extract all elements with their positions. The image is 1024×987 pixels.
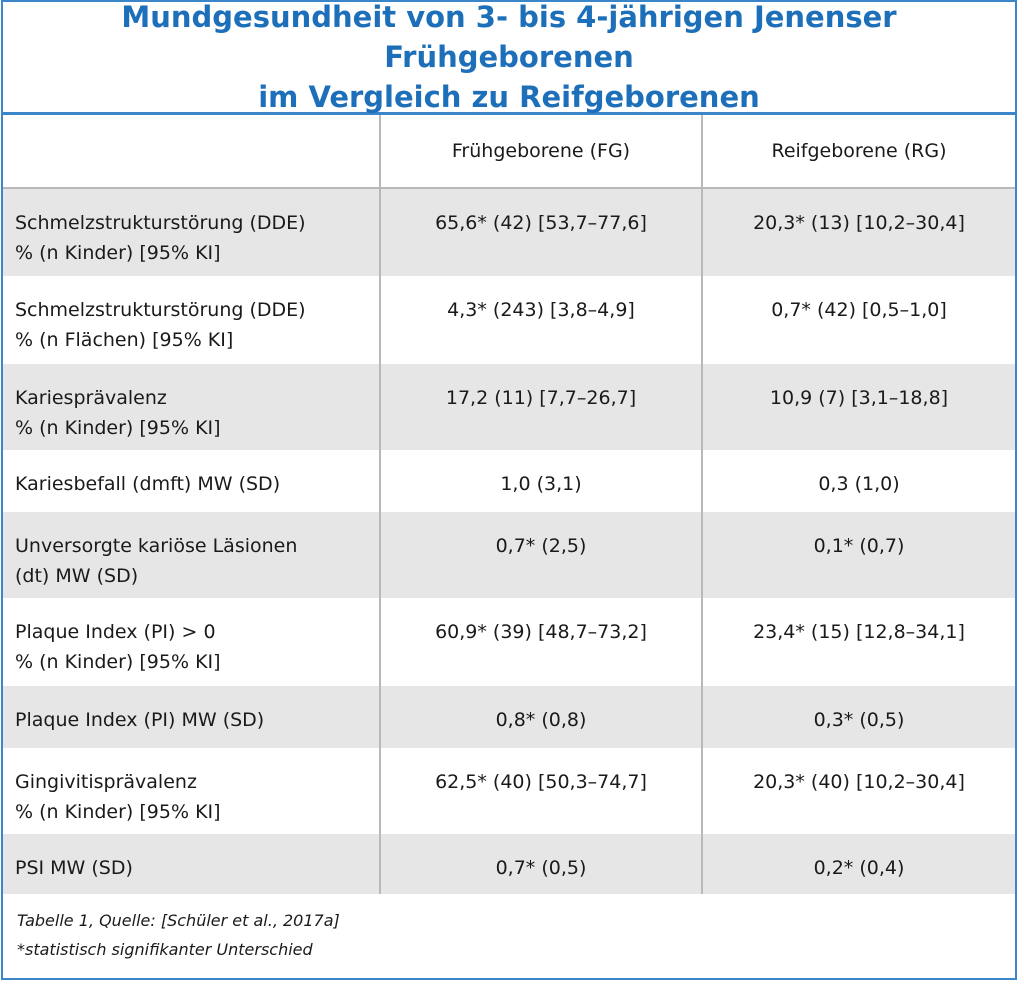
row-label: Kariesbefall (dmft) MW (SD) [3,450,380,512]
cell-fg: 0,7* (2,5) [379,512,702,598]
header-fg: Frühgeborene (FG) [379,115,702,189]
cell-fg: 0,7* (0,5) [379,834,702,894]
row-label-line-1: Schmelzstrukturstörung (DDE) [15,299,306,321]
title-line-1: Mundgesundheit von 3- bis 4-jährigen Jen… [121,0,897,74]
cell-rg: 0,3* (0,5) [701,686,1015,748]
title-line-2: im Vergleich zu Reifgeborenen [258,80,760,114]
row-label-line-2: % (n Kinder) [95% KI] [15,242,221,264]
table-row: Kariesbefall (dmft) MW (SD) 1,0 (3,1) 0,… [3,450,1015,512]
significance-note: *statistisch signifikanter Unterschied [17,940,313,959]
row-label: Plaque Index (PI) MW (SD) [3,686,380,748]
cell-rg: 23,4* (15) [12,8–34,1] [701,598,1015,686]
row-label-line-1: Plaque Index (PI) > 0 [15,621,216,643]
table-row: PSI MW (SD) 0,7* (0,5) 0,2* (0,4) [3,834,1015,894]
row-label-line-2: % (n Kinder) [95% KI] [15,801,221,823]
cell-rg: 10,9 (7) [3,1–18,8] [701,364,1015,450]
row-label-line-1: Kariesprävalenz [15,387,167,409]
table-row: Plaque Index (PI) MW (SD) 0,8* (0,8) 0,3… [3,686,1015,748]
cell-rg: 0,7* (42) [0,5–1,0] [701,276,1015,364]
cell-rg: 0,3 (1,0) [701,450,1015,512]
header-empty [3,115,380,189]
header-rg: Reifgeborene (RG) [701,115,1015,189]
cell-rg: 20,3* (40) [10,2–30,4] [701,748,1015,834]
cell-rg: 20,3* (13) [10,2–30,4] [701,188,1015,276]
table-footnote: Tabelle 1, Quelle: [Schüler et al., 2017… [17,906,340,964]
table-row: Kariesprävalenz % (n Kinder) [95% KI] 17,… [3,364,1015,450]
table-title: Mundgesundheit von 3- bis 4-jährigen Jen… [3,0,1015,115]
table-row: Gingivitisprävalenz % (n Kinder) [95% KI]… [3,748,1015,834]
table-row: Schmelzstrukturstörung (DDE) % (n Kinder)… [3,188,1015,276]
row-label-line-2: % (n Kinder) [95% KI] [15,417,221,439]
row-label-line-2: (dt) MW (SD) [15,565,139,587]
cell-fg: 1,0 (3,1) [379,450,702,512]
table-row: Schmelzstrukturstörung (DDE) % (n Flächen… [3,276,1015,364]
cell-rg: 0,1* (0,7) [701,512,1015,598]
row-label: Schmelzstrukturstörung (DDE) % (n Kinder)… [3,188,380,276]
table-row: Unversorgte kariöse Läsionen (dt) MW (SD)… [3,512,1015,598]
row-label-line-1: Unversorgte kariöse Läsionen [15,535,298,557]
cell-fg: 65,6* (42) [53,7–77,6] [379,188,702,276]
row-label: Unversorgte kariöse Läsionen (dt) MW (SD) [3,512,380,598]
row-label: Kariesprävalenz % (n Kinder) [95% KI] [3,364,380,450]
cell-fg: 60,9* (39) [48,7–73,2] [379,598,702,686]
cell-fg: 17,2 (11) [7,7–26,7] [379,364,702,450]
row-label-line-1: Kariesbefall (dmft) MW (SD) [15,473,281,495]
row-label: Plaque Index (PI) > 0 % (n Kinder) [95% K… [3,598,380,686]
cell-rg: 0,2* (0,4) [701,834,1015,894]
row-label-line-1: Gingivitisprävalenz [15,771,197,793]
row-label-line-1: PSI MW (SD) [15,857,133,879]
row-label: PSI MW (SD) [3,834,380,894]
cell-fg: 4,3* (243) [3,8–4,9] [379,276,702,364]
row-label-line-1: Schmelzstrukturstörung (DDE) [15,212,306,234]
row-label-line-2: % (n Kinder) [95% KI] [15,651,221,673]
cell-fg: 62,5* (40) [50,3–74,7] [379,748,702,834]
row-label-line-1: Plaque Index (PI) MW (SD) [15,709,265,731]
row-label-line-2: % (n Flächen) [95% KI] [15,329,234,351]
header-row: Frühgeborene (FG) Reifgeborene (RG) [3,115,1015,189]
row-label: Schmelzstrukturstörung (DDE) % (n Flächen… [3,276,380,364]
data-table: Frühgeborene (FG) Reifgeborene (RG) Schm… [3,115,1015,894]
table-row: Plaque Index (PI) > 0 % (n Kinder) [95% K… [3,598,1015,686]
row-label: Gingivitisprävalenz % (n Kinder) [95% KI] [3,748,380,834]
source-note: Tabelle 1, Quelle: [Schüler et al., 2017… [17,911,340,930]
cell-fg: 0,8* (0,8) [379,686,702,748]
